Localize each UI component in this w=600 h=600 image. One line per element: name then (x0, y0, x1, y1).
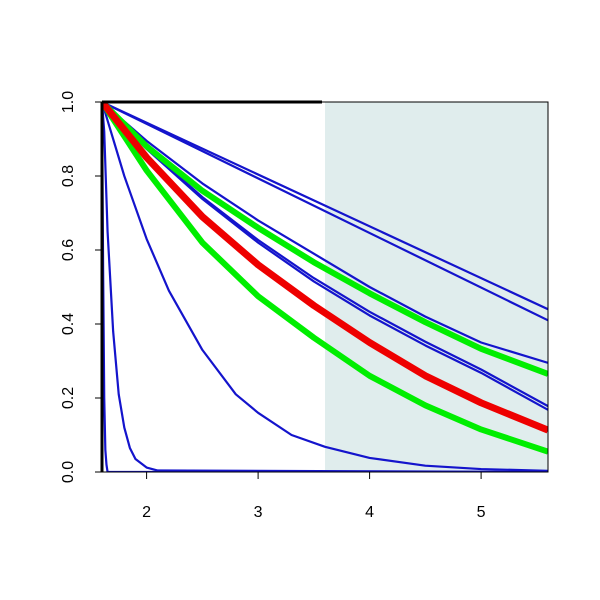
series-line-11 (102, 102, 548, 434)
series-line-10 (102, 102, 548, 455)
series-line-6 (102, 102, 548, 364)
series-layer (102, 102, 548, 472)
y-tick-label: 0.8 (60, 165, 77, 187)
x-tick-label: 2 (142, 504, 151, 521)
y-tick-label: 0.2 (60, 387, 77, 409)
y-tick-label: 0.4 (60, 313, 77, 335)
axis-layer: 2 3 4 5 0.0 0.2 0.4 0.6 0.8 1.0 (60, 91, 549, 521)
y-tick-label: 0.6 (60, 239, 77, 261)
series-line-7 (102, 102, 548, 322)
x-tick-label: 3 (254, 504, 263, 521)
x-tick-label: 4 (365, 504, 374, 521)
series-line-8 (102, 102, 548, 311)
series-line-9 (102, 102, 548, 377)
series-line-2 (102, 102, 548, 472)
series-line-5 (102, 102, 548, 411)
series-line-3 (102, 102, 548, 472)
x-tick-label: 5 (477, 504, 486, 521)
y-tick-label: 0.0 (60, 461, 77, 483)
y-tick-label: 1.0 (60, 91, 77, 113)
